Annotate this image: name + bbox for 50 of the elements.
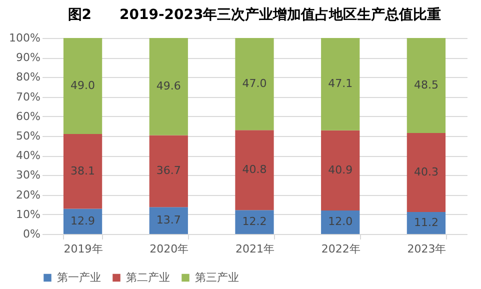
- x-tick-label: 2020年: [150, 242, 189, 256]
- bar: [235, 130, 274, 210]
- legend-label: 第一产业: [57, 270, 101, 284]
- y-tick-label: 70%: [16, 90, 40, 104]
- y-tick-label: 80%: [16, 70, 40, 84]
- chart-title: 图2 2019-2023年三次产业增加值占地区生产总值比重: [68, 6, 442, 23]
- bar: [406, 133, 446, 212]
- y-tick-label: 40%: [16, 149, 40, 162]
- data-label: 48.5: [414, 78, 438, 92]
- bar: [321, 210, 360, 234]
- bar: [149, 38, 188, 136]
- bar: [63, 134, 102, 209]
- data-label: 11.2: [414, 216, 438, 230]
- x-tick-label: 2021年: [236, 242, 274, 256]
- bar: [235, 210, 274, 234]
- bar: [235, 38, 274, 130]
- data-label: 12.9: [70, 214, 96, 228]
- x-tick-label: 2019年: [64, 242, 103, 256]
- y-tick-label: 20%: [16, 188, 40, 202]
- y-tick-label: 60%: [16, 110, 40, 123]
- x-tick-label: 2023年: [407, 242, 446, 256]
- y-tick-label: 10%: [16, 208, 40, 221]
- bar: [321, 38, 360, 130]
- y-tick-label: 100%: [9, 32, 40, 44]
- y-tick-label: 30%: [16, 168, 40, 182]
- legend-label: 第三产业: [195, 270, 239, 284]
- data-label: 47.0: [242, 77, 267, 90]
- bar: [63, 208, 102, 234]
- y-tick-label: 50%: [16, 130, 40, 142]
- legend-label: 第二产业: [126, 270, 170, 284]
- y-tick-label: 90%: [16, 51, 40, 64]
- data-label: 49.0: [70, 79, 96, 92]
- bar: [406, 38, 446, 134]
- data-label: 13.7: [156, 214, 181, 227]
- data-label: 12.2: [242, 215, 267, 228]
- x-tick-label: 2022年: [321, 242, 360, 256]
- bar: [63, 38, 102, 134]
- bar: [149, 207, 188, 234]
- bar: [149, 135, 188, 208]
- data-label: 40.3: [414, 166, 438, 179]
- y-tick-label: 0%: [23, 228, 40, 240]
- data-label: 47.1: [328, 77, 353, 90]
- data-label: 12.0: [328, 215, 353, 228]
- data-label: 36.7: [156, 164, 181, 178]
- data-label: 40.8: [242, 163, 267, 176]
- data-label: 38.1: [70, 164, 96, 178]
- data-label: 49.6: [156, 80, 181, 93]
- bar: [321, 130, 360, 210]
- data-label: 40.9: [328, 163, 353, 176]
- bar: [406, 212, 446, 234]
